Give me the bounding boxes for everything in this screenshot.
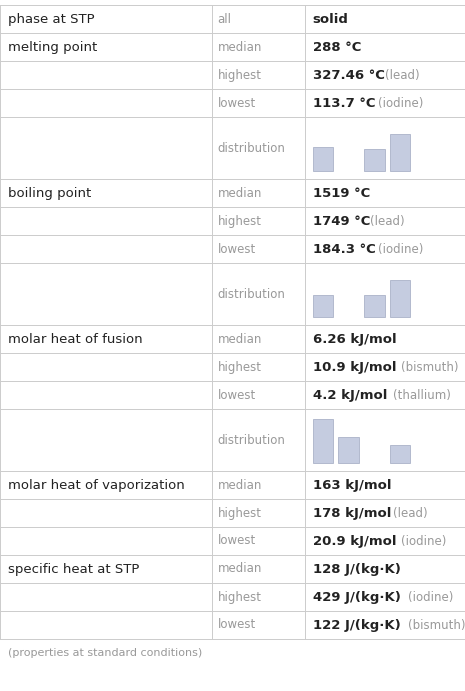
Bar [312,146,333,171]
Text: 1749 °C: 1749 °C [312,214,370,227]
Text: (iodine): (iodine) [378,243,423,256]
Text: highest: highest [218,214,262,227]
Text: (bismuth): (bismuth) [401,361,458,374]
Text: phase at STP: phase at STP [8,12,94,26]
Text: distribution: distribution [218,142,286,155]
Bar [338,437,359,463]
Text: molar heat of fusion: molar heat of fusion [8,332,143,346]
Text: (iodine): (iodine) [378,97,423,109]
Text: distribution: distribution [218,433,286,446]
Text: median: median [218,562,262,576]
Text: (iodine): (iodine) [408,591,454,603]
Bar [364,295,385,317]
Text: 1519 °C: 1519 °C [312,187,370,200]
Text: 4.2 kJ/mol: 4.2 kJ/mol [312,388,387,401]
Text: (iodine): (iodine) [401,535,446,547]
Bar [312,419,333,463]
Text: specific heat at STP: specific heat at STP [8,562,140,576]
Text: (lead): (lead) [385,68,420,82]
Text: 178 kJ/mol: 178 kJ/mol [312,507,391,520]
Text: (lead): (lead) [393,507,428,520]
Text: boiling point: boiling point [8,187,91,200]
Text: 20.9 kJ/mol: 20.9 kJ/mol [312,535,396,547]
Text: highest: highest [218,361,262,374]
Text: lowest: lowest [218,388,256,401]
Text: 163 kJ/mol: 163 kJ/mol [312,478,391,491]
Text: lowest: lowest [218,243,256,256]
Text: 113.7 °C: 113.7 °C [312,97,375,109]
Bar [390,446,411,463]
Text: molar heat of vaporization: molar heat of vaporization [8,478,185,491]
Text: median: median [218,332,262,346]
Text: median: median [218,41,262,53]
Bar [390,133,411,171]
Text: highest: highest [218,591,262,603]
Text: distribution: distribution [218,287,286,301]
Text: (thallium): (thallium) [393,388,451,401]
Text: (bismuth): (bismuth) [408,618,465,632]
Bar [364,149,385,171]
Text: highest: highest [218,507,262,520]
Text: 327.46 °C: 327.46 °C [312,68,385,82]
Text: lowest: lowest [218,535,256,547]
Text: 429 J/(kg·K): 429 J/(kg·K) [312,591,400,603]
Bar [312,295,333,317]
Bar [390,280,411,317]
Text: lowest: lowest [218,97,256,109]
Text: 122 J/(kg·K): 122 J/(kg·K) [312,618,400,632]
Text: median: median [218,478,262,491]
Text: solid: solid [312,12,348,26]
Text: median: median [218,187,262,200]
Text: 6.26 kJ/mol: 6.26 kJ/mol [312,332,396,346]
Text: 128 J/(kg·K): 128 J/(kg·K) [312,562,400,576]
Text: lowest: lowest [218,618,256,632]
Text: (lead): (lead) [370,214,405,227]
Text: highest: highest [218,68,262,82]
Text: 10.9 kJ/mol: 10.9 kJ/mol [312,361,396,374]
Text: 184.3 °C: 184.3 °C [312,243,375,256]
Text: 288 °C: 288 °C [312,41,361,53]
Text: (properties at standard conditions): (properties at standard conditions) [8,648,202,658]
Text: melting point: melting point [8,41,97,53]
Text: all: all [218,12,232,26]
